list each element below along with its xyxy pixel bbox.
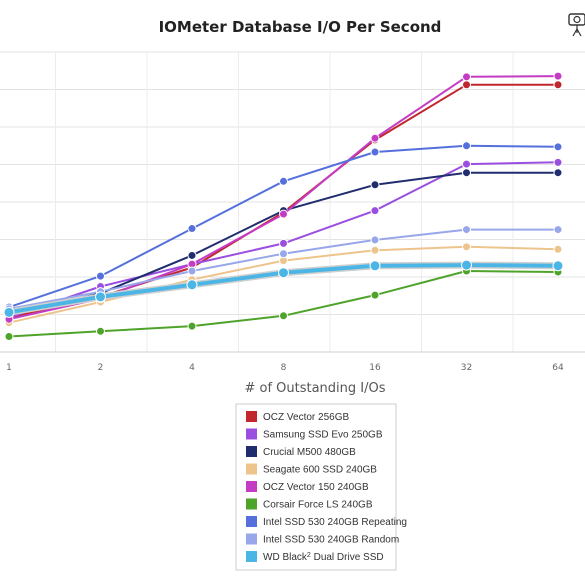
data-point: [279, 249, 288, 259]
series-group: [3, 259, 564, 318]
data-point: [462, 168, 471, 178]
data-point: [278, 267, 289, 279]
legend-swatch: [246, 428, 257, 440]
data-point: [187, 224, 197, 234]
series-group: [4, 141, 563, 312]
legend-label: Intel SSD 530 240GB Repeating: [263, 517, 407, 528]
data-point: [462, 80, 471, 90]
legend-label: Samsung SSD Evo 250GB: [263, 430, 383, 441]
data-point: [370, 290, 380, 300]
x-tick-label: 1: [6, 363, 12, 373]
series-line: [8, 75, 559, 321]
data-point: [461, 259, 472, 271]
data-point: [4, 331, 14, 341]
series-line: [8, 144, 559, 309]
data-point: [96, 271, 105, 281]
data-point: [370, 180, 380, 190]
x-tick-label: 32: [461, 363, 472, 373]
grid: [0, 51, 585, 353]
x-tick-label: 16: [369, 363, 381, 373]
series-group: [4, 80, 563, 323]
x-tick-label: 2: [98, 363, 104, 373]
x-tick-labels: 1 2 4 8 16 32 64: [6, 363, 564, 373]
data-point: [462, 72, 471, 82]
legend-swatch: [246, 446, 257, 457]
series-line: [8, 83, 558, 319]
data-point: [462, 159, 471, 169]
legend-label: Seagate 600 SSD 240GB: [263, 465, 377, 476]
legend-label: OCZ Vector 150 240GB: [263, 482, 369, 493]
data-point: [552, 260, 564, 272]
data-point: [462, 141, 471, 151]
legend-swatch: [246, 498, 257, 510]
data-point: [279, 311, 288, 321]
data-point: [553, 168, 563, 178]
data-point: [279, 176, 288, 186]
legend-label: Intel SSD 530 240GB Random: [263, 535, 399, 546]
data-point: [370, 133, 380, 143]
legend-swatch: [246, 533, 257, 545]
data-point: [187, 250, 197, 260]
legend-label: Corsair Force LS 240GB: [263, 500, 373, 511]
data-point: [187, 266, 197, 276]
x-tick-label: 64: [552, 363, 564, 373]
logo-icon: [568, 13, 585, 37]
data-point: [95, 291, 106, 303]
data-point: [462, 225, 471, 235]
legend-label: Crucial M500 480GB: [263, 447, 356, 458]
series-group: [4, 266, 563, 341]
legend-swatch: [246, 516, 257, 527]
data-point: [553, 142, 563, 152]
data-point: [462, 242, 471, 252]
data-point: [553, 225, 563, 235]
legend-swatch: [246, 481, 257, 492]
x-tick-label: 8: [281, 363, 287, 373]
data-point: [3, 306, 15, 318]
legend-swatch: [246, 551, 257, 562]
data-point: [370, 235, 380, 245]
data-point: [369, 260, 381, 272]
x-tick-label: 4: [189, 363, 195, 373]
data-point: [370, 206, 380, 216]
data-point: [553, 157, 563, 167]
legend: OCZ Vector 256GB Samsung SSD Evo 250GB Cru…: [246, 411, 407, 563]
legend-box: [235, 403, 397, 571]
legend-swatch: [246, 463, 257, 475]
data-point: [553, 71, 563, 81]
data-point: [553, 80, 563, 90]
data-point: [370, 147, 380, 157]
data-point: [187, 321, 197, 331]
series-lines: [3, 71, 564, 341]
legend-label: OCZ Vector 256GB: [263, 412, 349, 423]
x-axis-label: # of Outstanding I/Os: [244, 381, 385, 396]
data-point: [279, 238, 288, 248]
data-point: [279, 209, 288, 219]
data-point: [553, 244, 563, 254]
data-point: [370, 245, 380, 255]
legend-swatch: [246, 411, 257, 422]
series-group: [4, 71, 563, 324]
data-point: [96, 326, 105, 336]
data-point: [186, 279, 198, 291]
chart-title: IOMeter Database I/O Per Second: [159, 18, 442, 36]
legend-label: WD Black2 Dual Drive SSD: [263, 552, 384, 564]
